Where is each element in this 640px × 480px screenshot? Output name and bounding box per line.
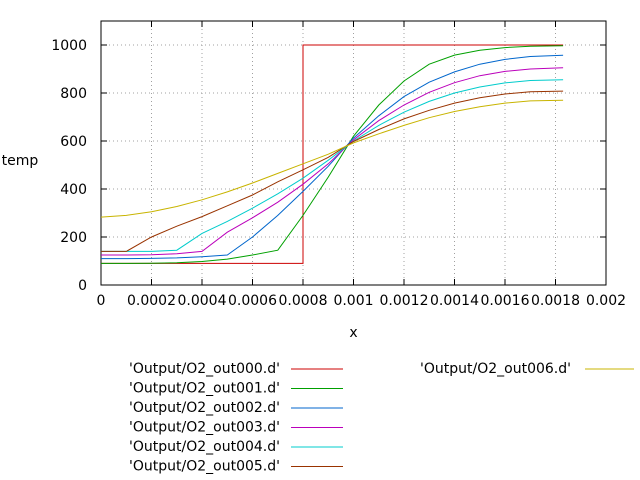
legend: 'Output/O2_out000.d' 'Output/O2_out001.d'… bbox=[129, 361, 634, 475]
series-line-0 bbox=[101, 44, 564, 264]
legend-label-5: 'Output/O2_out005.d' bbox=[129, 459, 280, 475]
series-line-6 bbox=[100, 99, 564, 218]
series-group bbox=[100, 44, 564, 264]
y-tick-label: 1000 bbox=[51, 38, 87, 54]
grid bbox=[101, 21, 606, 285]
x-tick-label: 0.0012 bbox=[380, 293, 429, 309]
x-axis-label: x bbox=[349, 325, 357, 341]
legend-label-2: 'Output/O2_out002.d' bbox=[129, 400, 280, 416]
x-tick-label: 0.0016 bbox=[481, 293, 530, 309]
x-tick-label: 0.0006 bbox=[228, 293, 277, 309]
legend-label-0: 'Output/O2_out000.d' bbox=[129, 361, 280, 377]
x-tick-label: 0.0018 bbox=[531, 293, 580, 309]
x-tick-label: 0 bbox=[97, 293, 106, 309]
y-tick-label: 400 bbox=[60, 182, 87, 198]
x-tick-label: 0.001 bbox=[333, 293, 373, 309]
legend-label-1: 'Output/O2_out001.d' bbox=[129, 381, 280, 397]
x-tick-label: 0.0014 bbox=[430, 293, 479, 309]
series-line-2 bbox=[101, 54, 564, 260]
y-tick-label: 200 bbox=[60, 230, 87, 246]
legend-label-3: 'Output/O2_out003.d' bbox=[129, 420, 280, 436]
y-axis-label: temp bbox=[2, 153, 39, 169]
y-tick-label: 0 bbox=[78, 278, 87, 294]
legend-label-6: 'Output/O2_out006.d' bbox=[420, 361, 571, 377]
x-tick-label: 0.002 bbox=[586, 293, 626, 309]
series-line-3 bbox=[101, 67, 564, 256]
y-tick-label: 800 bbox=[60, 86, 87, 102]
x-tick-label: 0.0004 bbox=[178, 293, 227, 309]
x-tick-label: 0.0008 bbox=[279, 293, 328, 309]
ticks: 0 0.0002 0.0004 0.0006 0.0008 0.001 0.0012 0.00… bbox=[51, 21, 626, 309]
series-line-4 bbox=[101, 79, 564, 252]
series-line-1 bbox=[101, 45, 564, 264]
y-tick-label: 600 bbox=[60, 134, 87, 150]
x-tick-label: 0.0002 bbox=[127, 293, 176, 309]
series-line-5 bbox=[101, 90, 564, 252]
legend-label-4: 'Output/O2_out004.d' bbox=[129, 439, 280, 455]
